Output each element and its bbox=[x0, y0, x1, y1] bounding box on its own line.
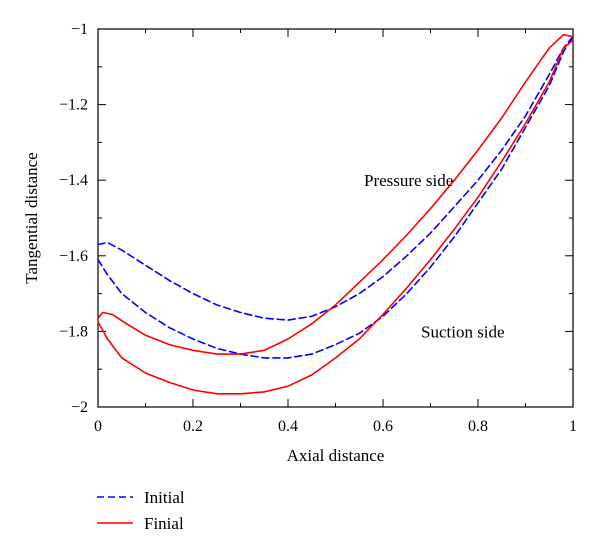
y-tick-label: −1 bbox=[71, 21, 88, 38]
x-tick-label: 0.4 bbox=[278, 418, 298, 435]
x-axis-label: Axial distance bbox=[287, 446, 385, 465]
series-line-finial-upper bbox=[97, 33, 574, 355]
plot-frame bbox=[97, 28, 574, 408]
x-tick-label: 0 bbox=[94, 418, 102, 435]
annotation-pressure-side: Pressure side bbox=[364, 171, 453, 190]
x-tick-label: 0.2 bbox=[183, 418, 203, 435]
y-tick-label: −1.6 bbox=[59, 248, 88, 265]
annotations: Pressure side Suction side bbox=[364, 171, 505, 341]
y-tick-label: −1.4 bbox=[59, 172, 88, 189]
series-line-finial-lower bbox=[97, 39, 574, 395]
y-axis-label: Tangential distance bbox=[22, 152, 41, 283]
legend-label-finial: Finial bbox=[144, 514, 184, 533]
x-tick-label: 0.6 bbox=[373, 418, 393, 435]
series-line-initial-lower bbox=[97, 35, 574, 359]
legend-label-initial: Initial bbox=[144, 488, 185, 507]
annotation-suction-side: Suction side bbox=[421, 322, 505, 341]
y-ticks: −2 −1.8 −1.6 −1.4 −1.2 −1 bbox=[59, 21, 573, 416]
y-tick-label: −2 bbox=[71, 399, 88, 416]
x-tick-label: 0.8 bbox=[468, 418, 488, 435]
x-tick-label: 1 bbox=[569, 418, 577, 435]
y-tick-label: −1.2 bbox=[59, 97, 88, 114]
x-ticks: 0 0.2 0.4 0.6 0.8 1 bbox=[94, 29, 577, 435]
series-lines bbox=[97, 33, 574, 395]
series-line-initial-upper bbox=[97, 35, 574, 321]
legend: Initial Finial bbox=[97, 488, 185, 533]
y-tick-label: −1.8 bbox=[59, 323, 88, 340]
